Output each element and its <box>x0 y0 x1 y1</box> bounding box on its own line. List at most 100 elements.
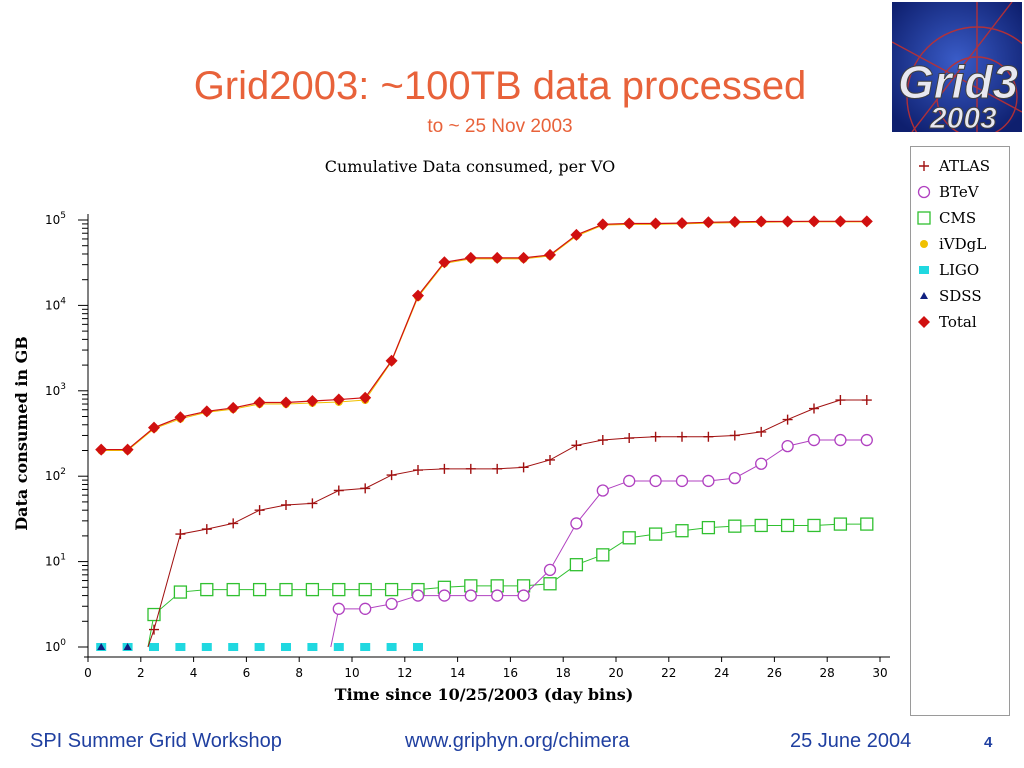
data-point-atlas <box>360 483 371 494</box>
data-point-total <box>385 354 398 367</box>
x-tick-label: 10 <box>344 666 359 680</box>
data-point-ligo <box>228 643 239 651</box>
data-point-ligo <box>149 643 159 651</box>
data-point-btev <box>623 474 636 488</box>
data-point-total <box>359 391 372 404</box>
x-tick-label: 8 <box>295 666 303 680</box>
data-point-atlas <box>571 440 582 451</box>
data-point-total <box>227 401 240 414</box>
footer-date: 25 June 2004 <box>790 730 912 752</box>
data-point-total <box>491 251 504 264</box>
data-point-cms <box>701 520 716 535</box>
x-tick-label: 24 <box>714 666 729 680</box>
data-point-cms <box>754 518 768 533</box>
y-tick-label: 103 <box>45 382 66 398</box>
data-point-btev <box>464 589 477 602</box>
data-point-atlas <box>201 524 212 535</box>
data-point-total <box>834 215 847 228</box>
legend-label: LIGO <box>939 261 980 279</box>
data-point-ligo <box>386 643 397 651</box>
slide-title: Grid2003: ~100TB data processed <box>193 64 807 108</box>
data-point-cms <box>648 527 663 541</box>
data-point-btev <box>807 433 821 447</box>
data-point-atlas <box>413 465 423 476</box>
data-point-cms <box>200 582 214 597</box>
data-point-total <box>544 248 556 261</box>
legend-marker-btev <box>917 185 931 199</box>
data-point-ligo <box>333 643 344 651</box>
data-point-atlas <box>729 430 740 441</box>
data-point-btev <box>385 597 398 611</box>
legend-item-ivdgl: iVDgL <box>915 231 986 257</box>
legend-marker-atlas <box>919 161 929 171</box>
logo-text-grid: Grid3 <box>898 56 1019 108</box>
data-point-cms <box>622 531 636 545</box>
legend-marker-sdss <box>920 292 928 299</box>
data-point-total <box>702 216 715 229</box>
footer-url: www.griphyn.org/chimera <box>405 730 630 752</box>
data-point-cms <box>596 548 610 562</box>
data-point-cms <box>860 517 874 531</box>
legend-label: iVDgL <box>939 235 987 253</box>
legend-item-cms: CMS <box>915 205 976 231</box>
x-tick-label: 20 <box>608 666 623 680</box>
series-atlas <box>147 395 872 648</box>
legend-symbol <box>917 211 931 225</box>
data-point-atlas <box>386 470 397 481</box>
y-tick-label: 102 <box>45 467 66 483</box>
data-point-btev <box>834 433 847 447</box>
legend-label: Total <box>939 313 977 331</box>
data-point-atlas <box>703 431 714 442</box>
data-point-total <box>200 405 213 418</box>
data-point-total <box>649 217 662 230</box>
data-point-atlas <box>677 431 687 442</box>
data-point-btev <box>781 439 794 453</box>
data-point-ligo <box>254 643 265 651</box>
data-point-total <box>148 421 160 434</box>
legend-symbol <box>920 240 928 248</box>
x-tick-label: 6 <box>243 666 251 680</box>
x-tick-label: 22 <box>661 666 676 680</box>
data-point-cms <box>358 582 372 597</box>
legend-item-total: Total <box>915 309 977 335</box>
legend-marker-total <box>918 316 930 328</box>
data-point-atlas <box>333 485 344 496</box>
data-point-atlas <box>175 529 186 540</box>
legend-symbol <box>920 292 928 299</box>
series-cms <box>147 517 874 648</box>
chart-title: Cumulative Data consumed, per VO <box>324 157 616 176</box>
series-line-total <box>101 220 867 451</box>
series-ivdgl <box>97 217 871 455</box>
data-point-ligo <box>201 643 212 651</box>
logo-text-year: 2003 <box>929 102 997 132</box>
data-point-cms <box>780 518 795 533</box>
data-point-total <box>332 393 345 406</box>
data-point-atlas <box>465 463 476 474</box>
data-point-btev <box>359 602 372 615</box>
data-point-btev <box>728 471 741 485</box>
data-point-sdss <box>123 643 132 650</box>
data-point-btev <box>517 589 530 602</box>
data-point-atlas <box>756 426 767 437</box>
legend-label: SDSS <box>939 287 982 305</box>
data-point-total <box>464 251 477 264</box>
data-point-cms <box>384 582 399 597</box>
data-point-btev <box>411 589 425 602</box>
data-point-total <box>570 228 583 241</box>
series-btev <box>330 433 873 648</box>
series-sdss <box>97 643 132 650</box>
data-point-total <box>412 289 424 302</box>
data-point-cms <box>305 582 320 597</box>
legend-item-btev: BTeV <box>915 179 979 205</box>
data-point-atlas <box>439 463 450 474</box>
data-point-btev <box>675 474 689 488</box>
data-point-btev <box>491 589 504 602</box>
data-point-total <box>623 217 636 230</box>
data-point-atlas <box>835 395 846 406</box>
data-point-total <box>781 215 794 228</box>
data-point-total <box>438 256 451 269</box>
data-point-cms <box>332 582 346 597</box>
data-point-total <box>596 218 609 231</box>
data-point-btev <box>755 457 768 470</box>
data-point-btev <box>702 474 715 488</box>
